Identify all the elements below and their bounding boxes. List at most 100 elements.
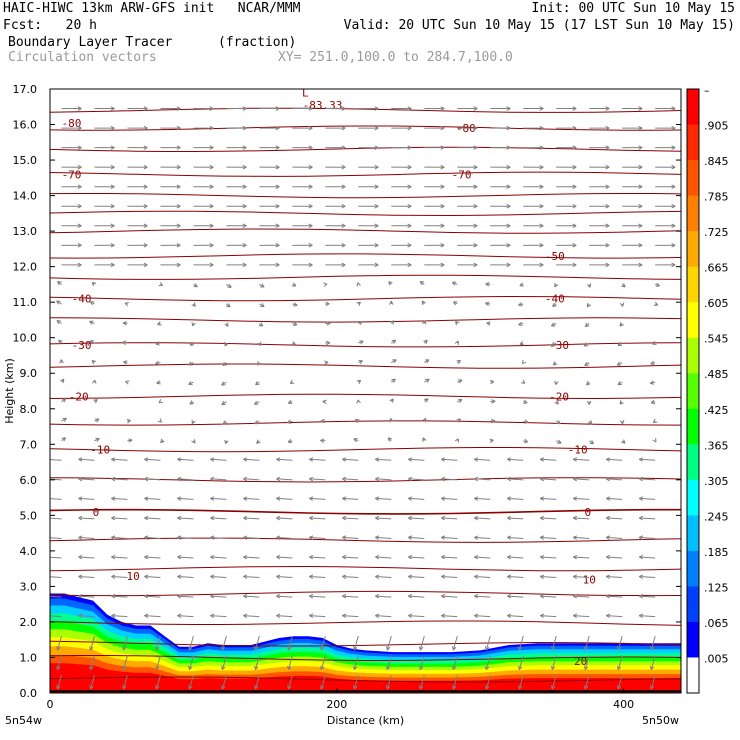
colorbar-swatch — [687, 302, 699, 339]
wind-vector-head — [374, 223, 379, 229]
y-tick-label: 1.0 — [20, 651, 38, 664]
contour-label: 10 — [127, 570, 140, 583]
wind-vector-head — [408, 496, 413, 501]
wind-vector — [78, 497, 95, 500]
wind-vector-head — [441, 457, 446, 462]
wind-vector — [386, 675, 392, 690]
wind-vector-head — [144, 535, 149, 540]
wind-vector-head — [276, 574, 281, 580]
wind-vector-head — [638, 496, 644, 501]
wind-vector-head — [341, 203, 346, 209]
wind-vector-head — [309, 613, 314, 619]
y-tick-label: 0.0 — [20, 687, 38, 700]
wind-vector-head — [518, 665, 523, 671]
wind-vector-head — [605, 125, 610, 131]
wind-vector-head — [572, 457, 578, 462]
wind-vector-head — [177, 515, 182, 521]
wind-vector-head — [243, 554, 248, 560]
wind-vector-head — [650, 360, 655, 366]
wind-vector-head — [374, 145, 379, 150]
wind-vector — [320, 675, 326, 690]
wind-vector-head — [586, 381, 591, 386]
wind-vector — [210, 458, 227, 461]
wind-vector-head — [111, 594, 116, 599]
wind-vector — [111, 497, 128, 500]
wind-vector-head — [253, 400, 259, 405]
wind-vector-head — [326, 321, 331, 326]
field-units: (fraction) — [218, 35, 297, 50]
wind-vector-head — [287, 399, 293, 405]
colorbar-label: .905 — [704, 120, 729, 133]
wind-vector — [78, 536, 95, 539]
wind-vector-head — [605, 515, 611, 521]
wind-vector-head — [59, 359, 64, 364]
wind-vector — [342, 576, 359, 579]
wind-vector-head — [78, 515, 83, 521]
wind-vector — [155, 655, 161, 670]
wind-vector-head — [584, 665, 589, 671]
wind-vector — [650, 655, 656, 670]
wind-vector-head — [584, 361, 589, 367]
wind-vector-head — [440, 145, 445, 150]
wind-vector-head — [257, 361, 262, 366]
wind-vector-head — [144, 594, 149, 599]
contour-line-23 — [50, 125, 681, 131]
wind-vector — [243, 497, 260, 500]
wind-vector-head — [605, 496, 611, 501]
wind-vector-head — [209, 125, 214, 131]
wind-vector-head — [111, 535, 116, 540]
wind-vector-head — [474, 613, 479, 619]
wind-vector-head — [110, 145, 115, 150]
wind-vector-head — [243, 457, 248, 462]
y-tick-label: 12.0 — [13, 261, 38, 274]
wind-vector-head — [473, 106, 478, 111]
wind-vector — [573, 497, 590, 500]
wind-vector-head — [421, 320, 427, 325]
wind-vector-head — [440, 203, 445, 209]
wind-vector — [375, 556, 392, 559]
wind-vector — [111, 536, 128, 539]
wind-vector-head — [375, 574, 380, 580]
wind-vector-head — [342, 613, 347, 619]
left-endpoint-label: 5n54w — [5, 714, 42, 727]
wind-vector-head — [123, 360, 128, 365]
wind-vector-head — [458, 379, 463, 384]
wind-vector-head — [390, 320, 395, 325]
wind-vector-head — [485, 301, 490, 307]
colorbar-swatch — [687, 337, 699, 374]
wind-vector-head — [485, 665, 490, 671]
wind-vector — [122, 675, 128, 690]
wind-vector — [221, 675, 227, 690]
wind-vector — [650, 675, 656, 690]
wind-vector-head — [124, 301, 129, 307]
wind-vector-head — [46, 536, 50, 540]
wind-vector — [584, 655, 590, 670]
wind-vector-head — [440, 164, 445, 170]
wind-vector-head — [308, 145, 313, 150]
colorbar-label: .665 — [704, 262, 729, 275]
wind-vector-head — [539, 184, 544, 189]
wind-vector — [375, 536, 392, 539]
wind-vector-head — [605, 145, 610, 150]
wind-vector — [474, 458, 491, 461]
wind-vector-head — [89, 685, 94, 690]
contour-line-21 — [50, 171, 681, 177]
wind-vector — [408, 576, 425, 579]
wind-vector-head — [440, 184, 445, 189]
wind-vector-head — [341, 223, 346, 229]
wind-vector — [342, 517, 359, 520]
wind-vector-head — [144, 554, 149, 560]
wind-vector-head — [423, 339, 428, 345]
wind-vector-head — [89, 340, 95, 345]
wind-vector-head — [156, 380, 161, 385]
wind-vector-head — [254, 685, 259, 690]
wind-vector-head — [308, 203, 313, 209]
wind-vector — [375, 576, 392, 579]
wind-vector — [210, 478, 227, 481]
wind-vector-head — [407, 106, 412, 111]
wind-vector-head — [649, 380, 655, 385]
wind-vector-head — [572, 594, 578, 599]
wind-vector-head — [243, 535, 248, 540]
colorbar-label: .545 — [704, 333, 729, 346]
